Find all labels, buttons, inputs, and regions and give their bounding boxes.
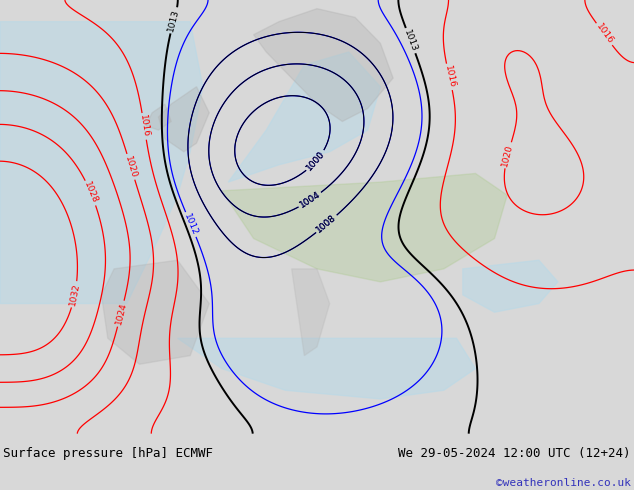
Text: 1000: 1000 — [305, 149, 327, 172]
Text: 1028: 1028 — [82, 181, 100, 205]
Polygon shape — [0, 22, 203, 304]
Polygon shape — [178, 338, 476, 399]
Polygon shape — [463, 260, 558, 312]
Polygon shape — [292, 269, 330, 356]
Text: 1016: 1016 — [443, 65, 456, 89]
Polygon shape — [146, 104, 171, 130]
Text: 1012: 1012 — [182, 212, 200, 237]
Polygon shape — [101, 260, 209, 364]
Polygon shape — [254, 9, 393, 122]
Text: 1008: 1008 — [315, 213, 339, 235]
Text: 1016: 1016 — [594, 22, 615, 46]
Text: ©weatheronline.co.uk: ©weatheronline.co.uk — [496, 478, 631, 488]
Text: 1013: 1013 — [167, 8, 181, 33]
Text: 1032: 1032 — [68, 282, 81, 307]
Text: 1024: 1024 — [113, 301, 128, 326]
Polygon shape — [158, 87, 209, 152]
Text: 1004: 1004 — [298, 190, 322, 210]
Text: 1016: 1016 — [138, 114, 150, 138]
Text: We 29-05-2024 12:00 UTC (12+24): We 29-05-2024 12:00 UTC (12+24) — [398, 447, 631, 460]
Text: Surface pressure [hPa] ECMWF: Surface pressure [hPa] ECMWF — [3, 447, 213, 460]
Text: 1020: 1020 — [501, 143, 515, 168]
Text: 1000: 1000 — [305, 149, 327, 172]
Text: 1013: 1013 — [403, 28, 419, 53]
Text: 1008: 1008 — [315, 213, 339, 235]
Text: 1004: 1004 — [298, 190, 322, 210]
Polygon shape — [222, 173, 507, 282]
Polygon shape — [228, 52, 380, 182]
Text: 1020: 1020 — [123, 154, 138, 179]
